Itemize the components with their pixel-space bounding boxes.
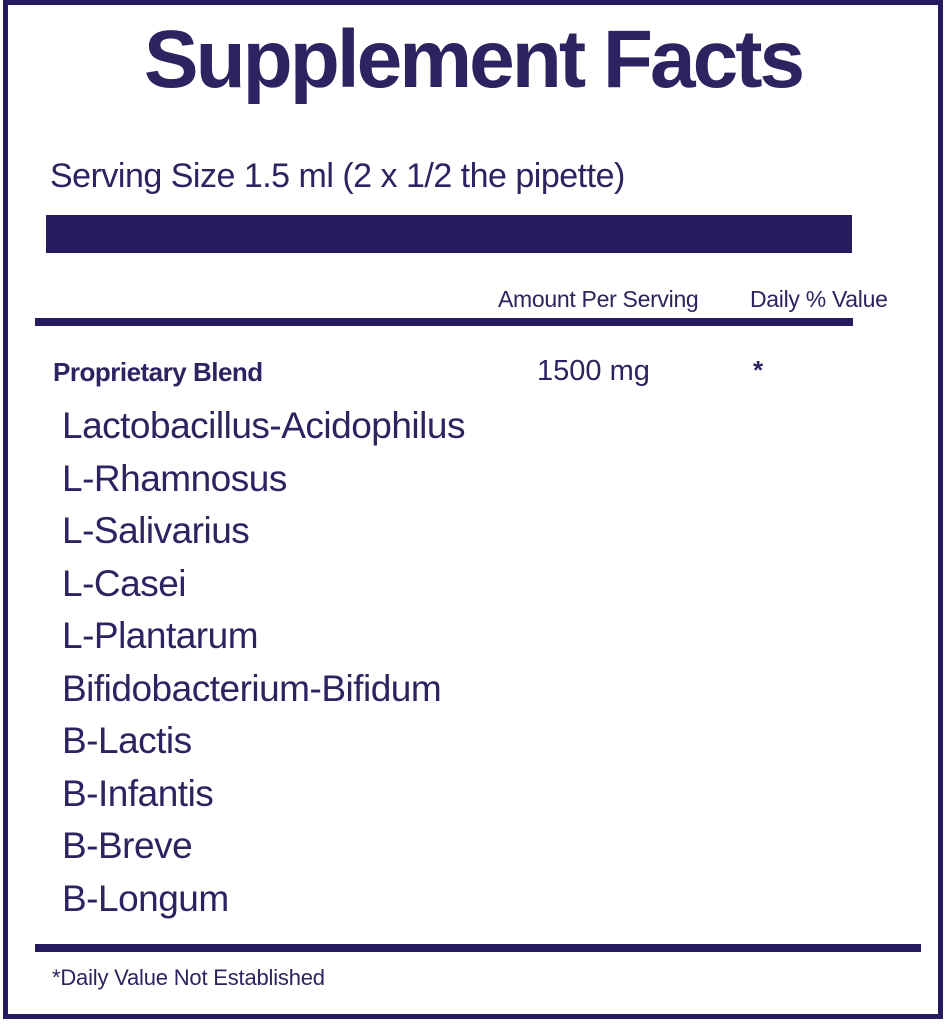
ingredient-item: L-Salivarius — [62, 510, 250, 551]
proprietary-blend-name: Proprietary Blend — [53, 357, 263, 387]
ingredient-item: B-Infantis — [62, 772, 214, 814]
proprietary-blend-daily-value-asterisk: * — [753, 355, 764, 385]
proprietary-blend-amount: 1500 mg — [537, 355, 650, 387]
proprietary-blend-row: Proprietary Blend 1500 mg * — [8, 355, 938, 397]
header-rule — [35, 318, 853, 326]
serving-size-text: Serving Size 1.5 ml (2 x 1/2 the pipette… — [50, 157, 625, 195]
separator-bar — [46, 215, 852, 253]
ingredient-item: L-Plantarum — [62, 615, 259, 656]
column-header-daily-percent-value: Daily % Value — [750, 286, 888, 312]
ingredient-item: B-Lactis — [62, 720, 192, 761]
daily-value-footnote: *Daily Value Not Established — [52, 965, 325, 990]
ingredient-item: Bifidobacterium-Bifidum — [62, 667, 442, 709]
supplement-facts-label: Supplement Facts Serving Size 1.5 ml (2 … — [3, 0, 943, 1019]
ingredient-item: B-Longum — [62, 877, 229, 919]
supplement-facts-title: Supplement Facts — [143, 14, 805, 105]
ingredient-list: Lactobacillus-Acidophilus L-Rhamnosus L-… — [62, 400, 465, 925]
column-header-amount-per-serving: Amount Per Serving — [498, 286, 699, 312]
ingredient-item: L-Rhamnosus — [62, 457, 287, 499]
ingredient-item: Lactobacillus-Acidophilus — [62, 405, 465, 446]
footer-rule — [35, 944, 921, 952]
ingredient-item: L-Casei — [62, 562, 186, 604]
ingredient-item: B-Breve — [62, 825, 193, 866]
